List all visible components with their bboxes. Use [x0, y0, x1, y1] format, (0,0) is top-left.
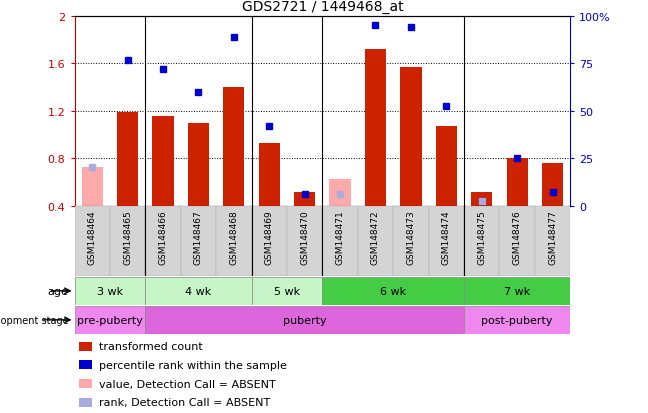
Text: GSM148474: GSM148474: [442, 210, 451, 264]
Text: GSM148470: GSM148470: [300, 210, 309, 265]
Bar: [145, 306, 464, 334]
Bar: [152, 116, 174, 206]
Bar: [400, 68, 421, 206]
Bar: [181, 206, 216, 277]
Bar: [145, 277, 251, 305]
Bar: [464, 206, 500, 277]
Text: GSM148471: GSM148471: [336, 210, 345, 265]
Bar: [322, 277, 464, 305]
Bar: [464, 277, 570, 305]
Text: 3 wk: 3 wk: [97, 286, 123, 296]
Text: GSM148472: GSM148472: [371, 210, 380, 264]
Bar: [435, 127, 457, 206]
Bar: [329, 179, 351, 206]
Text: post-puberty: post-puberty: [481, 315, 553, 325]
Text: GSM148465: GSM148465: [123, 210, 132, 265]
Bar: [216, 206, 251, 277]
Title: GDS2721 / 1449468_at: GDS2721 / 1449468_at: [242, 0, 403, 14]
Bar: [110, 206, 145, 277]
Text: 5 wk: 5 wk: [274, 286, 300, 296]
Bar: [75, 306, 145, 334]
Bar: [365, 50, 386, 206]
Bar: [535, 206, 570, 277]
Text: value, Detection Call = ABSENT: value, Detection Call = ABSENT: [99, 379, 276, 389]
Text: 7 wk: 7 wk: [504, 286, 530, 296]
Text: GSM148464: GSM148464: [87, 210, 97, 264]
Bar: [542, 164, 563, 206]
Bar: [82, 167, 103, 206]
Text: GSM148468: GSM148468: [229, 210, 238, 265]
Text: GSM148466: GSM148466: [159, 210, 168, 265]
Text: development stage: development stage: [0, 315, 69, 325]
Bar: [507, 159, 527, 206]
Text: rank, Detection Call = ABSENT: rank, Detection Call = ABSENT: [99, 397, 271, 407]
Bar: [80, 342, 92, 351]
Bar: [393, 206, 428, 277]
Text: transformed count: transformed count: [99, 342, 203, 351]
Bar: [80, 361, 92, 370]
Text: GSM148467: GSM148467: [194, 210, 203, 265]
Text: 4 wk: 4 wk: [185, 286, 212, 296]
Text: GSM148469: GSM148469: [265, 210, 273, 265]
Bar: [145, 206, 181, 277]
Bar: [358, 206, 393, 277]
Bar: [259, 144, 280, 206]
Text: GSM148477: GSM148477: [548, 210, 557, 265]
Bar: [287, 206, 322, 277]
Bar: [428, 206, 464, 277]
Bar: [322, 206, 358, 277]
Text: pre-puberty: pre-puberty: [77, 315, 143, 325]
Bar: [223, 88, 244, 206]
Bar: [80, 379, 92, 388]
Bar: [251, 206, 287, 277]
Bar: [294, 192, 316, 206]
Bar: [251, 277, 322, 305]
Text: puberty: puberty: [283, 315, 327, 325]
Bar: [188, 123, 209, 206]
Text: GSM148475: GSM148475: [477, 210, 486, 265]
Text: percentile rank within the sample: percentile rank within the sample: [99, 360, 287, 370]
Bar: [500, 206, 535, 277]
Bar: [117, 113, 138, 206]
Bar: [471, 192, 492, 206]
Bar: [75, 206, 110, 277]
Bar: [464, 306, 570, 334]
Text: age: age: [48, 286, 69, 296]
Bar: [75, 277, 145, 305]
Text: GSM148476: GSM148476: [513, 210, 522, 265]
Text: GSM148473: GSM148473: [406, 210, 415, 265]
Text: 6 wk: 6 wk: [380, 286, 406, 296]
Bar: [80, 398, 92, 407]
